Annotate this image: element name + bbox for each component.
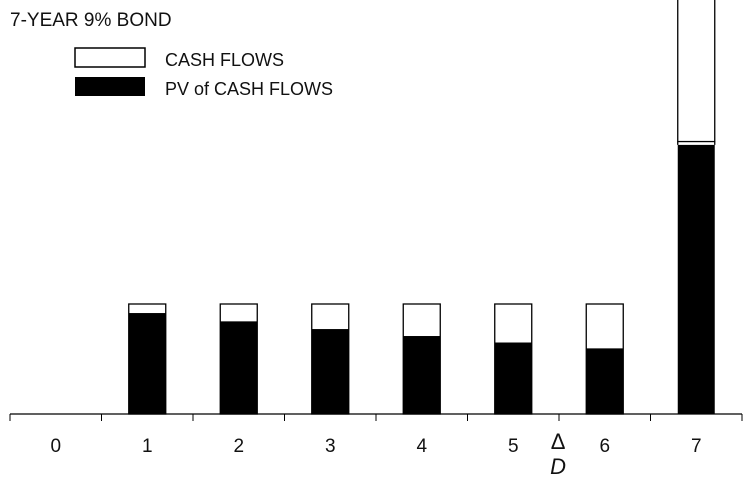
x-tick-label: 6	[599, 436, 610, 457]
pv-cash-flow-bar	[403, 336, 441, 414]
pv-cash-flow-bar	[677, 144, 715, 414]
legend: CASH FLOWS PV of CASH FLOWS	[74, 47, 333, 99]
x-axis-ticks: 0 1 2 3 4 5 6 7	[9, 414, 743, 457]
legend-label-pv-cash-flows: PV of CASH FLOWS	[165, 79, 333, 99]
chart-title: 7-YEAR 9% BOND	[10, 10, 172, 31]
pv-cash-flow-bar	[586, 348, 624, 414]
duration-label: D	[550, 454, 566, 479]
pv-cash-flow-bar	[494, 342, 532, 414]
duration-delta-symbol: Δ	[551, 429, 566, 454]
x-tick-label: 2	[233, 436, 244, 457]
pv-cash-flow-bar	[220, 321, 258, 414]
bars-layer	[128, 0, 716, 415]
x-tick-label: 1	[142, 436, 153, 457]
legend-swatch-pv-cash-flows	[75, 77, 145, 96]
legend-swatch-cash-flows	[74, 47, 146, 68]
x-tick-label: 0	[50, 436, 61, 457]
legend-label-cash-flows: CASH FLOWS	[165, 50, 284, 70]
x-tick-label: 7	[691, 436, 702, 457]
pv-cash-flow-bar	[311, 329, 349, 414]
x-tick-label: 4	[416, 436, 427, 457]
x-tick-label: 3	[325, 436, 336, 457]
cash-flow-bar	[677, 0, 716, 143]
pv-cash-flow-bar	[128, 313, 166, 414]
x-tick-label: 5	[508, 436, 519, 457]
